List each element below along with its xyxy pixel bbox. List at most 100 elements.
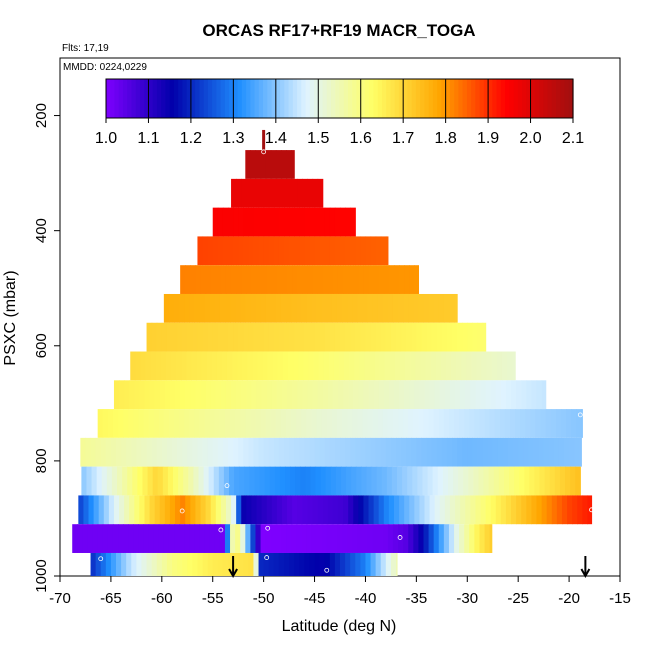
heatmap-cell [209, 409, 216, 438]
heatmap-cell [279, 466, 286, 496]
heatmap-cell [558, 437, 565, 467]
colorbar-segment [173, 79, 179, 118]
heatmap-cell [156, 322, 163, 352]
heatmap-cell [483, 466, 490, 496]
heatmap-cell [72, 524, 78, 553]
heatmap-cell [385, 322, 392, 352]
heatmap-cell [289, 236, 295, 266]
heatmap-cell [570, 466, 576, 496]
heatmap-cell [316, 524, 323, 553]
heatmap-cell [493, 466, 500, 496]
heatmap-cell [276, 178, 283, 208]
heatmap-cell [265, 293, 272, 323]
colorbar-segment [288, 79, 294, 118]
heatmap-cell [299, 552, 305, 576]
heatmap-cell [200, 265, 207, 294]
heatmap-cell [503, 466, 510, 496]
heatmap-cell [429, 495, 436, 525]
heatmap-cell [467, 322, 473, 352]
heatmap-cell [344, 351, 350, 381]
heatmap-cell [359, 351, 366, 381]
heatmap-cell [192, 322, 199, 352]
colorbar-segment [169, 79, 175, 118]
heatmap-cell [317, 380, 324, 410]
heatmap-cell [389, 351, 396, 381]
heatmap-cell [92, 524, 99, 553]
x-tick-label: -65 [100, 590, 122, 607]
heatmap-cell [575, 466, 581, 496]
heatmap-cell [180, 495, 186, 525]
heatmap-cell [132, 466, 138, 496]
colorbar-segment [360, 79, 366, 118]
heatmap-cell [510, 409, 516, 438]
heatmap-cell [409, 495, 415, 525]
heatmap-cell [248, 322, 255, 352]
heatmap-cell [246, 495, 253, 525]
heatmap-cell [202, 236, 209, 266]
heatmap-cell [150, 351, 157, 381]
heatmap-cell [103, 495, 110, 525]
heatmap-cell [273, 437, 280, 467]
heatmap-cell [459, 409, 465, 438]
heatmap-cell [387, 524, 394, 553]
heatmap-cell [304, 322, 311, 352]
heatmap-cell [484, 524, 491, 553]
heatmap-cell [394, 351, 401, 381]
heatmap-cell [392, 524, 399, 553]
heatmap-cell [428, 409, 435, 438]
heatmap-cell [492, 437, 499, 467]
heatmap-cell [236, 265, 242, 294]
heatmap-cell [194, 409, 201, 438]
heatmap-cell [291, 293, 297, 323]
heatmap-cell [275, 524, 282, 553]
heatmap-cell [476, 351, 483, 381]
heatmap-cell [107, 409, 114, 438]
heatmap-cell [231, 178, 237, 208]
heatmap-cell [401, 322, 407, 352]
heatmap-cell [500, 380, 507, 410]
heatmap-cell [189, 293, 195, 323]
heatmap-cell [362, 293, 369, 323]
heatmap-cell [449, 495, 456, 525]
heatmap-cell [335, 466, 342, 496]
colorbar-segment [356, 79, 362, 118]
heatmap-cell [474, 409, 481, 438]
heatmap-cell [123, 409, 129, 438]
heatmap-cell [531, 495, 538, 525]
heatmap-cell [216, 351, 223, 381]
heatmap-cell [466, 351, 472, 381]
heatmap-cell [217, 552, 224, 576]
heatmap-cell [220, 265, 227, 294]
heatmap-cell [137, 466, 144, 496]
heatmap-cell [328, 351, 335, 381]
heatmap-cell [385, 437, 392, 467]
colorbar-segment [139, 79, 145, 118]
heatmap-cell [222, 437, 229, 467]
heatmap-cell [231, 380, 237, 410]
heatmap-cell [161, 322, 168, 352]
heatmap-cell [387, 409, 394, 438]
heatmap-cell [278, 236, 285, 266]
heatmap-cell [373, 265, 380, 294]
heatmap-cell [511, 495, 517, 525]
heatmap-cell [173, 466, 179, 496]
heatmap-cell [526, 380, 533, 410]
heatmap-cell [230, 293, 236, 323]
heatmap-cell [174, 524, 180, 553]
heatmap-cell [238, 207, 244, 237]
heatmap-cell [353, 380, 359, 410]
heatmap-cell [164, 380, 171, 410]
heatmap-cell [345, 552, 351, 576]
heatmap-cell [418, 524, 425, 553]
heatmap-cell [81, 466, 88, 496]
heatmap-cell [490, 495, 497, 525]
heatmap-cell [163, 409, 170, 438]
heatmap-cell [301, 293, 307, 323]
heatmap-cell [360, 322, 367, 352]
heatmap-cell [337, 265, 344, 294]
heatmap-cell [352, 524, 358, 553]
heatmap-cell [433, 293, 440, 323]
heatmap-cell [350, 552, 356, 576]
colorbar [105, 78, 574, 119]
heatmap-cell [156, 437, 163, 467]
